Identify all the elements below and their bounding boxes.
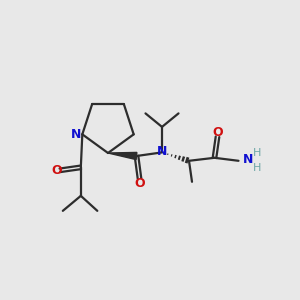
Polygon shape (108, 152, 137, 160)
Text: N: N (157, 145, 167, 158)
Text: O: O (51, 164, 62, 177)
Text: H: H (253, 148, 261, 158)
Text: H: H (253, 163, 261, 173)
Text: O: O (212, 126, 223, 139)
Text: N: N (242, 153, 253, 166)
Text: N: N (70, 128, 81, 141)
Text: O: O (134, 177, 145, 190)
